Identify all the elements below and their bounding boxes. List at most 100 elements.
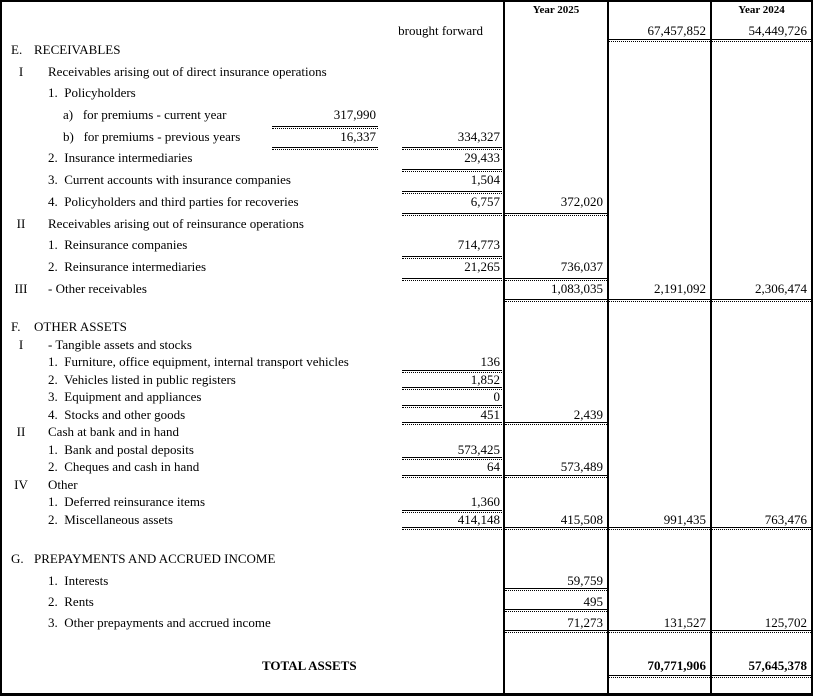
amount-total-current: 70,771,906 — [609, 658, 710, 679]
row-label: 1. Reinsurance companies — [48, 237, 188, 253]
year-2024-column-header: Year 2024 — [738, 4, 785, 16]
row-label: 4. Stocks and other goods — [48, 406, 186, 422]
amount-year-2025: 415,508 — [505, 513, 607, 530]
year-2025-column-header: Year 2025 — [532, 4, 580, 16]
table-body: brought forward 67,457,852 54,449,726 E. REC… — [2, 18, 811, 679]
furniture-office-equipment-row: 1. Furniture, office equipment, internal… — [2, 353, 811, 373]
row-label: TOTAL ASSETS — [262, 658, 357, 674]
amount-total-current: 131,527 — [609, 615, 710, 634]
direct-insurance-receivables-group-row: I Receivables arising out of direct insur… — [2, 62, 811, 84]
sub-amount-2: 21,265 — [402, 259, 502, 281]
row-prefix: E. — [11, 42, 23, 57]
row-label: 1. Furniture, office equipment, internal… — [48, 354, 349, 370]
row-label: 1. Interests — [48, 572, 109, 588]
row-label: Cash at bank and in hand — [48, 424, 180, 440]
amount-total-current: 67,457,852 — [609, 23, 710, 42]
premiums-previous-years-row: b) for premiums - previous years 16,337 33… — [2, 127, 811, 151]
row-label: 1. Bank and postal deposits — [48, 441, 194, 457]
sub-amount-1: 317,990 — [272, 107, 378, 129]
amount-total-current: 991,435 — [609, 513, 710, 530]
amount-year-2024: 125,702 — [712, 615, 811, 634]
current-accounts-insurance-companies-row: 3. Current accounts with insurance compa… — [2, 170, 811, 194]
amount-year-2025: 2,439 — [505, 408, 607, 425]
sub-amount-2: 334,327 — [402, 129, 502, 151]
table-header-row: Year 2025 Year 2024 — [2, 2, 811, 18]
sub-amount-2: 451 — [402, 408, 502, 425]
amount-year-2025: 495 — [505, 594, 607, 613]
row-label: OTHER ASSETS — [34, 319, 127, 335]
reinsurance-receivables-group-row: II Receivables arising out of reinsurance… — [2, 214, 811, 236]
bank-postal-deposits-row: 1. Bank and postal deposits 573,425 — [2, 441, 811, 460]
brought-forward-row: brought forward 67,457,852 54,449,726 — [2, 18, 811, 42]
row-label: 3. Current accounts with insurance compa… — [48, 172, 291, 188]
receivables-section-row: E. RECEIVABLES — [2, 40, 811, 62]
policyholders-third-parties-recoveries-row: 4. Policyholders and third parties for r… — [2, 192, 811, 216]
row-prefix: III — [14, 280, 28, 296]
row-label: Receivables arising out of direct insura… — [48, 63, 327, 79]
row-label: 1. Policyholders — [48, 85, 136, 101]
row-prefix: I — [18, 336, 24, 352]
stocks-other-goods-row: 4. Stocks and other goods 451 2,439 — [2, 406, 811, 425]
policyholders-item-row: 1. Policyholders — [2, 83, 811, 105]
row-prefix: F. — [11, 319, 21, 335]
equipment-appliances-row: 3. Equipment and appliances 0 — [2, 388, 811, 408]
sub-amount-2: 1,852 — [402, 373, 502, 390]
reinsurance-companies-row: 1. Reinsurance companies 714,773 — [2, 235, 811, 259]
row-label: Receivables arising out of reinsurance o… — [48, 215, 304, 231]
row-label: b) for premiums - previous years — [63, 128, 241, 144]
row-label: 2. Insurance intermediaries — [48, 150, 193, 166]
row-prefix: II — [16, 424, 26, 440]
row-label: 2. Vehicles listed in public registers — [48, 371, 236, 387]
row-label: PREPAYMENTS AND ACCRUED INCOME — [34, 551, 276, 567]
row-label: - Tangible assets and stocks — [48, 336, 192, 352]
row-label: 2. Miscellaneous assets — [48, 511, 173, 527]
deferred-reinsurance-items-row: 1. Deferred reinsurance items 1,360 — [2, 493, 811, 513]
other-assets-section-row: F. OTHER ASSETS — [2, 318, 811, 336]
sub-amount-2: 29,433 — [402, 150, 502, 172]
amount-year-2025: 372,020 — [505, 194, 607, 216]
prepayments-section-row: G. PREPAYMENTS AND ACCRUED INCOME — [2, 546, 811, 567]
sub-amount-2: 714,773 — [402, 237, 502, 259]
premiums-current-year-row: a) for premiums - current year 317,990 — [2, 105, 811, 129]
miscellaneous-assets-row: 2. Miscellaneous assets 414,148 415,508 991… — [2, 511, 811, 530]
amount-year-2024: 54,449,726 — [712, 23, 811, 42]
other-group-row: IV Other — [2, 476, 811, 494]
sub-amount-1: 16,337 — [272, 129, 378, 151]
amount-year-2025: 59,759 — [505, 573, 607, 592]
cheques-cash-in-hand-row: 2. Cheques and cash in hand 64 573,489 — [2, 458, 811, 478]
row-label: brought forward — [398, 23, 483, 38]
column-separator-line-2 — [607, 2, 609, 693]
row-label: 4. Policyholders and third parties for r… — [48, 193, 299, 209]
column-separator-line-3 — [710, 2, 712, 693]
other-receivables-row: III - Other receivables 1,083,035 2,191,092… — [2, 279, 811, 302]
sub-amount-2: 136 — [402, 355, 502, 373]
row-label: 2. Reinsurance intermediaries — [48, 258, 207, 274]
amount-year-2024: 2,306,474 — [712, 281, 811, 302]
row-prefix: I — [18, 63, 24, 79]
other-prepayments-accrued-income-row: 3. Other prepayments and accrued income 7… — [2, 610, 811, 634]
total-assets-row: TOTAL ASSETS 70,771,906 57,645,378 — [2, 654, 811, 679]
amount-year-2025: 1,083,035 — [505, 281, 607, 302]
reinsurance-intermediaries-row: 2. Reinsurance intermediaries 21,265 736,0… — [2, 257, 811, 281]
tangible-assets-group-row: I - Tangible assets and stocks — [2, 336, 811, 354]
amount-year-2024: 763,476 — [712, 513, 811, 530]
row-label: 2. Cheques and cash in hand — [48, 459, 200, 475]
interests-row: 1. Interests 59,759 — [2, 568, 811, 592]
row-label: Other — [48, 476, 78, 492]
cash-at-bank-group-row: II Cash at bank and in hand — [2, 423, 811, 441]
amount-total-current: 2,191,092 — [609, 281, 710, 302]
row-label: a) for premiums - current year — [63, 107, 227, 123]
row-label: RECEIVABLES — [34, 42, 121, 57]
insurance-intermediaries-row: 2. Insurance intermediaries 29,433 — [2, 148, 811, 172]
sub-amount-2: 1,504 — [402, 172, 502, 194]
sub-amount-2: 6,757 — [402, 194, 502, 216]
sub-amount-2: 1,360 — [402, 495, 502, 513]
column-separator-line-1 — [503, 2, 505, 693]
amount-year-2025: 736,037 — [505, 259, 607, 281]
sub-amount-2: 414,148 — [402, 513, 502, 530]
vehicles-public-registers-row: 2. Vehicles listed in public registers 1,… — [2, 371, 811, 390]
sub-amount-2: 0 — [402, 390, 502, 408]
row-label: 3. Other prepayments and accrued income — [48, 615, 271, 631]
row-label: - Other receivables — [48, 280, 147, 296]
